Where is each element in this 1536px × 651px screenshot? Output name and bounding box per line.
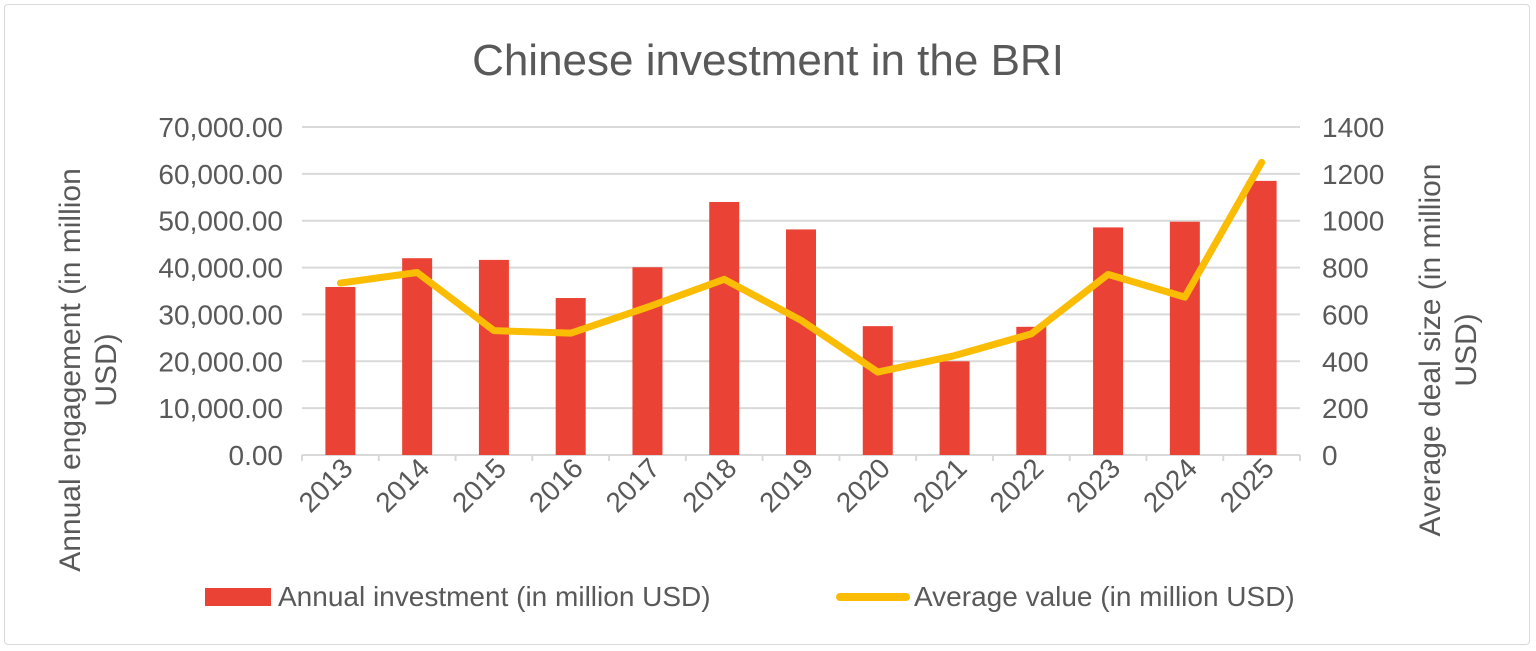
right-axis-ticks: 0 200 400 600 800 1000 1200 1400 <box>1322 112 1384 471</box>
bar-2019 <box>786 229 816 455</box>
legend-swatch-bar <box>205 588 271 606</box>
y2-tick-label: 1200 <box>1322 159 1384 190</box>
left-axis-ticks: 0.00 10,000.00 20,000.00 30,000.00 40,000.00… <box>158 112 283 471</box>
y-tick-label: 10,000.00 <box>158 393 283 424</box>
y2-tick-label: 1400 <box>1322 112 1384 143</box>
bar-2015 <box>478 259 509 455</box>
x-tick-label: 2024 <box>1137 452 1203 518</box>
bar-2013 <box>325 286 356 455</box>
chart-title: Chinese investment in the BRI <box>472 36 1064 85</box>
y-tick-label: 30,000.00 <box>158 299 283 330</box>
y-tick-label: 20,000.00 <box>158 346 283 377</box>
bar-2022 <box>1016 326 1047 455</box>
y2-tick-label: 400 <box>1322 346 1369 377</box>
legend-label-bar: Annual investment (in million USD) <box>278 581 711 612</box>
y2-tick-label: 800 <box>1322 253 1369 284</box>
x-tick-label: 2022 <box>984 452 1050 518</box>
y2-tick-label: 1000 <box>1322 206 1384 237</box>
x-axis-ticks: 2013 2014 2015 2016 2017 2018 2019 2020 2021 2022… <box>293 452 1280 518</box>
bar-2024 <box>1169 221 1200 455</box>
y2-tick-label: 200 <box>1322 393 1369 424</box>
x-tick-label: 2016 <box>523 452 589 518</box>
y2-tick-label: 600 <box>1322 299 1369 330</box>
bar-2023 <box>1093 227 1124 455</box>
x-tick-label: 2023 <box>1060 452 1126 518</box>
chart-frame <box>4 4 1530 645</box>
right-axis-label: Average deal size (in million USD) <box>1414 164 1483 537</box>
x-tick-label: 2018 <box>677 452 743 518</box>
bar-2025 <box>1246 180 1277 455</box>
y-tick-label: 0.00 <box>229 440 284 471</box>
x-tick-label: 2020 <box>830 452 896 518</box>
legend: Annual investment (in million USD) Avera… <box>205 581 1295 612</box>
y2-tick-label: 0 <box>1322 440 1338 471</box>
x-tick-label: 2019 <box>753 452 819 518</box>
bar-2017 <box>632 267 663 455</box>
bar-2020 <box>862 326 893 455</box>
bar-2021 <box>939 361 970 455</box>
x-tick-label: 2014 <box>369 452 435 518</box>
left-axis-label: Annual engagement (in million USD) <box>54 168 123 572</box>
x-tick-label: 2017 <box>600 452 666 518</box>
x-tick-label: 2025 <box>1214 452 1280 518</box>
line-series <box>336 158 1266 376</box>
x-tick-label: 2021 <box>907 452 973 518</box>
legend-label-line: Average value (in million USD) <box>914 581 1295 612</box>
y-tick-label: 60,000.00 <box>158 159 283 190</box>
x-tick-label: 2015 <box>446 452 512 518</box>
bar-2018 <box>709 201 740 455</box>
bar-2016 <box>555 298 586 455</box>
y-tick-label: 70,000.00 <box>158 112 283 143</box>
bar-series <box>325 180 1277 455</box>
x-tick-label: 2013 <box>293 452 359 518</box>
bar-2014 <box>402 258 433 455</box>
y-tick-label: 40,000.00 <box>158 253 283 284</box>
y-tick-label: 50,000.00 <box>158 206 283 237</box>
